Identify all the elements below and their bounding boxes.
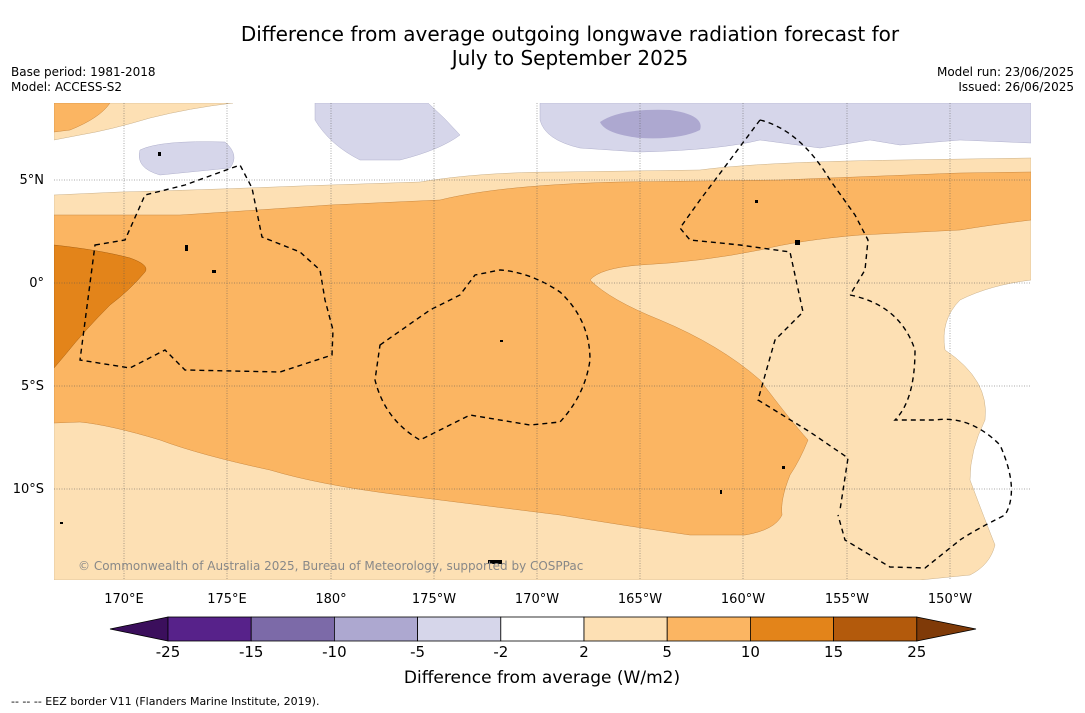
anomaly-region-neg-light-1 <box>314 103 461 161</box>
eez-border-east-1 <box>759 119 869 296</box>
colorbar-tick-label: 5 <box>662 643 672 661</box>
lat-label: 0° <box>29 276 44 291</box>
lat-label: 5°S <box>21 379 44 394</box>
meta-right: Model run: 23/06/2025 Issued: 26/06/2025 <box>937 65 1074 94</box>
eez-border-east-3 <box>837 294 1013 569</box>
colorbar-segment <box>750 616 835 642</box>
colorbar-tick-label: 2 <box>579 643 589 661</box>
anomaly-region-pos-medium-nw <box>54 103 111 133</box>
lon-label: 175°W <box>412 592 456 607</box>
lon-label: 160°W <box>721 592 765 607</box>
eez-border-east-2 <box>679 119 849 511</box>
colorbar-extend-high <box>916 616 977 642</box>
colorbar <box>109 616 977 642</box>
axis-labels: 170°E 175°E 180° 175°W 170°W 165°W 160°W… <box>13 173 973 607</box>
anomaly-region-neg-light-3 <box>138 141 235 176</box>
island <box>60 522 63 524</box>
lat-label: 10°S <box>13 482 44 497</box>
copyright-text: © Commonwealth of Australia 2025, Bureau… <box>78 559 583 573</box>
colorbar-segment <box>250 616 335 642</box>
colorbar-tick-label: -2 <box>493 643 509 661</box>
colorbar-tick-label: 25 <box>907 643 927 661</box>
colorbar-segment <box>417 616 502 642</box>
anomaly-region-neg-mid <box>600 109 701 139</box>
island <box>795 240 800 245</box>
colorbar-tick-label: -15 <box>238 643 264 661</box>
map-gridlines <box>54 103 1031 580</box>
colorbar-tick-label: -25 <box>155 643 181 661</box>
eez-border-central <box>374 269 591 441</box>
island <box>720 490 722 494</box>
title-line-1: Difference from average outgoing longwav… <box>240 22 900 46</box>
colorbar-tick-label: -5 <box>410 643 426 661</box>
colorbar-tick-label: -10 <box>322 643 347 661</box>
island <box>185 245 188 251</box>
colorbar-label: Difference from average (W/m2) <box>403 668 681 688</box>
model-name: Model: ACCESS-S2 <box>11 79 123 94</box>
eez-border-west <box>79 164 334 373</box>
map-plot-area <box>54 103 1031 580</box>
colorbar-extend-low <box>109 616 169 642</box>
colorbar-segment <box>583 616 668 642</box>
lon-label: 175°E <box>207 592 247 607</box>
lat-label: 5°N <box>20 173 45 188</box>
lon-label: 155°W <box>825 592 869 607</box>
colorbar-tick-label: 10 <box>740 643 760 661</box>
colorbar-segment <box>666 616 751 642</box>
island <box>755 200 758 203</box>
issued-date: Issued: 26/06/2025 <box>958 79 1074 94</box>
lon-label: 165°W <box>618 592 662 607</box>
lon-label: 180° <box>315 592 346 607</box>
colorbar-tick-label: 15 <box>824 643 844 661</box>
lon-label: 170°W <box>515 592 559 607</box>
island <box>782 466 785 469</box>
island <box>488 560 502 564</box>
eez-borders <box>79 119 1013 569</box>
colorbar-segment <box>500 616 585 642</box>
colorbar-segment <box>167 616 252 642</box>
lon-label: 170°E <box>104 592 144 607</box>
colorbar-segment <box>333 616 418 642</box>
island <box>500 340 503 342</box>
islands <box>60 152 800 564</box>
anomaly-region-pos-strong <box>54 244 147 369</box>
model-run: Model run: 23/06/2025 <box>936 65 1074 79</box>
lon-label: 150°W <box>928 592 972 607</box>
title-line-2: July to September 2025 <box>451 46 689 70</box>
base-period: Base period: 1981-2018 <box>11 65 156 79</box>
island <box>212 270 216 273</box>
anomaly-region-pos-medium <box>54 171 1031 536</box>
map-title: Difference from average outgoing longwav… <box>200 22 940 70</box>
meta-left: Base period: 1981-2018 Model: ACCESS-S2 <box>11 65 156 94</box>
eez-footnote: -- -- -- EEZ border V11 (Flanders Marine… <box>11 695 320 708</box>
colorbar-segment <box>833 616 918 642</box>
island <box>158 152 161 156</box>
